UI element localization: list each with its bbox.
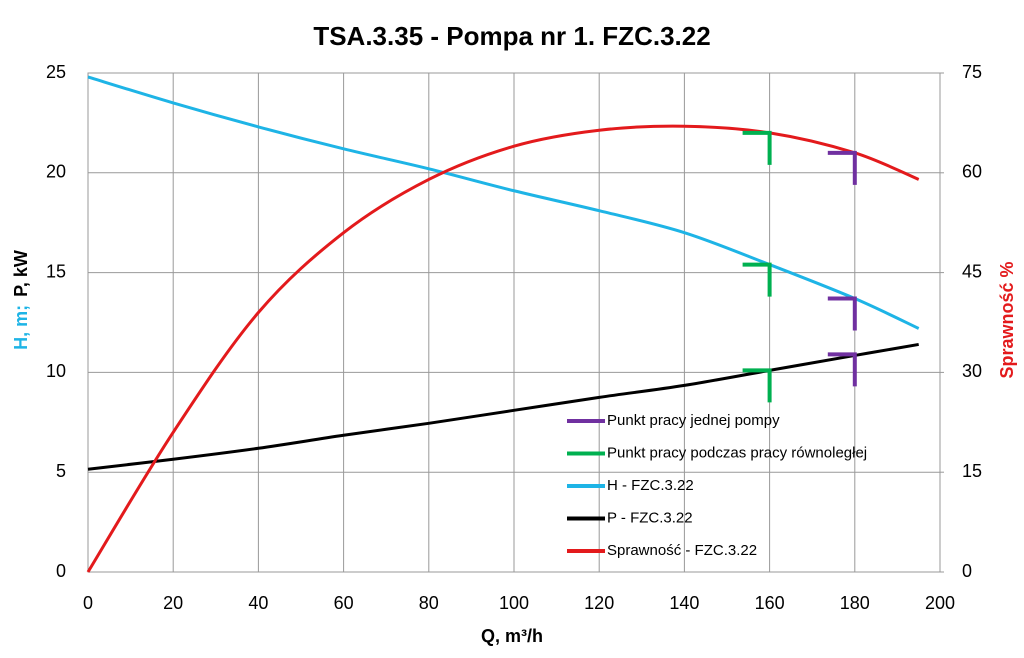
y2-axis-title: Sprawność % bbox=[997, 261, 1017, 378]
x-axis-title: Q, m³/h bbox=[481, 626, 543, 646]
x-tick-label: 120 bbox=[584, 593, 614, 613]
x-tick-label: 100 bbox=[499, 593, 529, 613]
x-tick-label: 160 bbox=[755, 593, 785, 613]
chart-title: TSA.3.35 - Pompa nr 1. FZC.3.22 bbox=[313, 21, 710, 51]
x-tick-label: 180 bbox=[840, 593, 870, 613]
y-axis-title: H, m; P, kW bbox=[11, 250, 31, 350]
y2-tick-label: 30 bbox=[962, 361, 982, 381]
y2-tick-label: 45 bbox=[962, 261, 982, 281]
y-axis-title-p: P, kW bbox=[11, 250, 31, 297]
y-tick-label: 25 bbox=[46, 62, 66, 82]
working-point bbox=[742, 130, 772, 165]
y-axis-title-h: H, m; bbox=[11, 305, 31, 350]
legend-label: Sprawność - FZC.3.22 bbox=[607, 542, 757, 559]
x-tick-label: 140 bbox=[669, 593, 699, 613]
x-tick-label: 40 bbox=[248, 593, 268, 613]
x-tick-label: 20 bbox=[163, 593, 183, 613]
y-tick-label: 20 bbox=[46, 162, 66, 182]
working-point bbox=[742, 368, 772, 403]
x-tick-label: 200 bbox=[925, 593, 955, 613]
y-tick-label: 15 bbox=[46, 261, 66, 281]
y2-tick-label: 75 bbox=[962, 62, 982, 82]
plot-frame bbox=[87, 72, 941, 573]
working-point bbox=[742, 262, 772, 297]
working-point bbox=[827, 296, 857, 331]
y2-tick-label: 0 bbox=[962, 561, 972, 581]
y2-tick-label: 60 bbox=[962, 162, 982, 182]
working-point bbox=[827, 150, 857, 185]
data-line bbox=[87, 75, 920, 330]
working-point bbox=[827, 352, 857, 387]
x-tick-label: 0 bbox=[83, 593, 93, 613]
legend-label: H - FZC.3.22 bbox=[607, 477, 694, 494]
data-line bbox=[86, 124, 920, 573]
y-tick-label: 5 bbox=[56, 461, 66, 481]
legend-label: P - FZC.3.22 bbox=[607, 509, 693, 526]
legend-label: Punkt pracy podczas pracy równoległej bbox=[607, 444, 867, 461]
y-tick-label: 0 bbox=[56, 561, 66, 581]
legend-label: Punkt pracy jednej pompy bbox=[607, 412, 780, 429]
x-tick-label: 60 bbox=[334, 593, 354, 613]
y-tick-label: 10 bbox=[46, 361, 66, 381]
x-tick-label: 80 bbox=[419, 593, 439, 613]
y2-tick-label: 15 bbox=[962, 461, 982, 481]
data-line bbox=[87, 342, 919, 471]
